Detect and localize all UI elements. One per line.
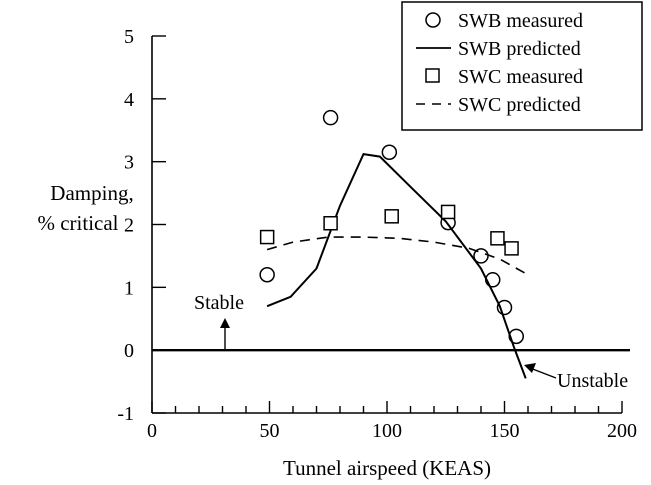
swc-measured-point: [440, 204, 456, 220]
x-tick-label: 50: [260, 420, 280, 442]
y-ticks: -1 0 1 2 3 4 5: [117, 26, 166, 425]
series-layer: [259, 109, 529, 379]
y-axis-title-line2: % critical: [37, 211, 118, 235]
legend-swb-predicted-label: SWB predicted: [458, 38, 581, 60]
unstable-arrow-shaft: [529, 367, 557, 379]
y-tick-label: 2: [124, 215, 134, 237]
y-axis-title-line1: Damping,: [50, 181, 133, 205]
y-tick-label: 4: [124, 89, 134, 111]
y-tick-label: 3: [124, 152, 134, 174]
x-tick-label: 100: [372, 420, 402, 442]
y-tick-label: 0: [124, 340, 134, 362]
unstable-annotation-label: Unstable: [557, 370, 628, 392]
annotations: Stable Unstable: [194, 292, 628, 392]
swc-measured-point: [323, 215, 338, 231]
legend-swc-predicted-label: SWC predicted: [458, 94, 581, 116]
x-tick-label: 0: [147, 420, 157, 442]
legend-swb-measured-symbol: [425, 12, 441, 28]
swc-measured-point: [384, 209, 399, 224]
swc-measured-point: [490, 231, 505, 246]
x-tick-label: 200: [607, 420, 637, 442]
swb-predicted-line: [266, 152, 527, 379]
legend-box: [401, 1, 643, 131]
x-ticks: 0 50 100 150 200: [147, 401, 637, 442]
swc-measured-point: [259, 229, 275, 245]
y-tick-label: 1: [124, 277, 134, 299]
x-axis-title: Tunnel airspeed (KEAS): [283, 456, 491, 480]
axes: 0 50 100 150 200 -1 0 1 2 3 4 5: [117, 26, 637, 442]
swb-measured-point: [259, 267, 275, 283]
x-tick-label: 150: [490, 420, 520, 442]
stable-arrowhead: [220, 318, 230, 328]
swb-measured-point: [381, 144, 398, 160]
unstable-arrowhead: [524, 363, 536, 373]
legend: SWB measured SWB predicted SWC measured …: [401, 1, 643, 131]
legend-swb-measured-label: SWB measured: [458, 10, 583, 32]
y-tick-label: 5: [124, 26, 134, 48]
y-tick-label: -1: [117, 403, 134, 425]
stable-annotation-label: Stable: [194, 292, 244, 314]
swc-measured-point: [504, 241, 519, 256]
swb-measured-point: [485, 272, 501, 288]
legend-swc-measured-label: SWC measured: [458, 66, 583, 88]
swc-predicted-line: [266, 236, 529, 276]
swb-measured-point: [473, 248, 489, 264]
legend-swc-measured-symbol: [425, 68, 440, 83]
swb-measured-point: [322, 109, 339, 126]
